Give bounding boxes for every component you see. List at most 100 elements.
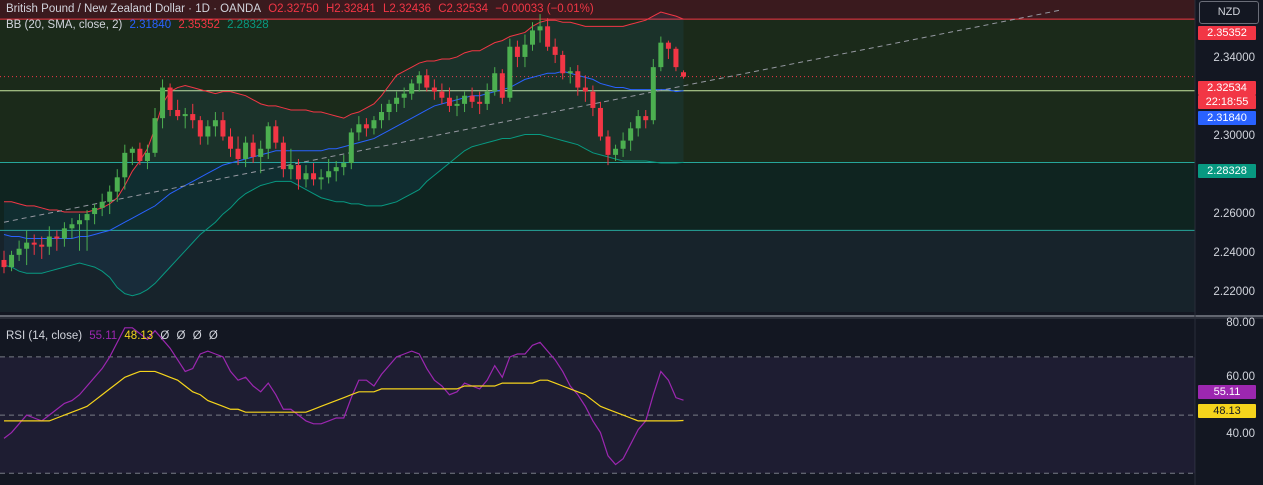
candle [243,136,249,168]
candle [613,144,619,161]
candle-body [318,177,324,180]
candle-body [379,112,384,121]
candle-body [530,30,535,45]
candle [620,132,626,157]
candle-body [514,46,520,57]
rsi-tick-60: 60.00 [1226,371,1255,383]
candle-body [152,118,158,153]
candle-body [409,83,415,94]
candle [92,203,98,225]
candle-body [311,173,317,180]
candle [190,103,196,129]
candle [160,79,166,129]
candle-body [228,136,233,149]
candle-body [99,201,105,208]
candle [258,140,264,174]
candle [250,134,256,164]
candle-body [250,142,256,157]
ohlc-change: −0.00033 (−0.01%) [495,3,594,15]
candle [24,230,30,266]
candle [220,112,226,141]
candle [635,109,641,137]
rsi-ma-line [4,370,684,422]
candle-body [61,228,67,239]
candle-body [205,126,211,137]
candle [107,185,113,215]
symbol-legend: British Pound / New Zealand Dollar · 1D … [6,3,598,15]
candle-body [431,87,437,92]
candle-body [477,101,483,104]
candle-body [265,126,271,149]
candle-body [454,103,460,106]
candle-body [545,26,551,47]
candle [182,107,188,129]
lower-band-badge: 2.28328 [1198,164,1256,178]
currency-button[interactable]: NZD [1199,1,1259,24]
bb-upper-value: 2.35352 [178,19,220,31]
candle-body [643,116,649,121]
candle-body [348,132,354,164]
price-tick-2: 2.30000 [1213,130,1255,142]
candle-body [273,126,279,143]
candle-body [522,44,528,57]
candle [439,83,445,104]
candle [341,154,347,176]
candle-body [326,171,332,178]
candle [409,79,415,100]
candle [205,120,211,145]
candle [658,36,664,72]
candle-body [597,107,603,137]
candle [280,136,286,178]
candle [333,161,339,182]
candle [575,65,581,96]
candle [537,14,543,43]
candle-body [613,148,619,155]
candle [431,79,437,100]
countdown-badge: 22:18:55 [1198,95,1256,109]
candle [9,250,15,272]
candle-body [446,97,452,106]
candle-body [650,67,656,121]
candle [46,226,52,255]
candles [1,14,686,274]
symbol-title: British Pound / New Zealand Dollar · 1D … [6,3,262,15]
candle [560,50,566,80]
candle-body [439,91,445,98]
candle-body [499,73,505,98]
candle-body [628,128,634,141]
candle [605,130,611,166]
candle-body [182,114,188,117]
candle [499,69,505,104]
candle [265,122,271,159]
candle [643,109,649,129]
candle [167,83,173,117]
candle-body [681,72,686,77]
zone-bottom [0,230,1195,312]
candle-body [129,148,135,153]
bb-label: BB (20, SMA, close, 2) [6,19,123,31]
candle [545,18,551,51]
ohlc-low: L2.32436 [383,3,431,15]
candle-body [665,42,671,49]
candle-body [54,236,60,239]
candle [522,34,528,68]
candle [484,83,490,110]
candle [288,148,294,180]
candle [363,118,369,137]
candle [530,22,535,51]
candle-body [394,97,400,104]
zone-above-upper [0,0,1195,20]
candle-body [107,191,113,202]
candle-body [363,124,369,129]
candle [597,101,603,141]
rsi-pane [0,327,1195,474]
candle [31,234,37,255]
candle [1,250,7,274]
candle [326,158,332,184]
candle-body [303,173,309,180]
candle [318,169,324,190]
rsi-badge: 55.11 [1198,385,1256,399]
